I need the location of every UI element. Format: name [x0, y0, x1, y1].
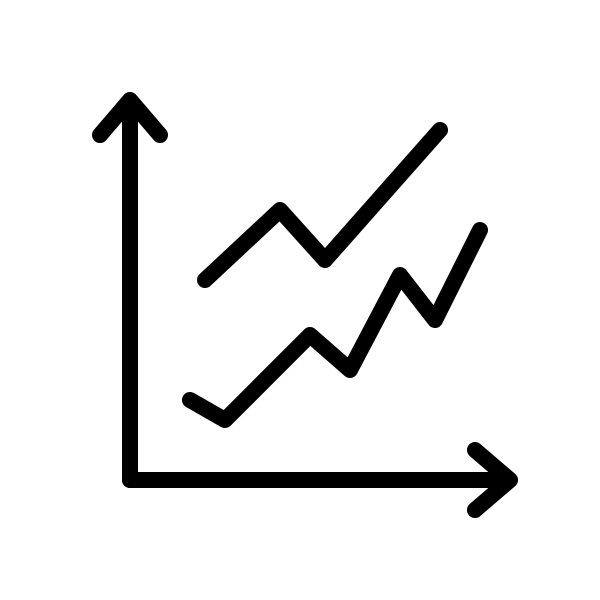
x-axis — [130, 450, 510, 510]
line-chart-icon — [0, 0, 600, 600]
y-axis — [100, 100, 160, 480]
chart-svg — [0, 0, 600, 600]
upper-line — [205, 130, 440, 280]
